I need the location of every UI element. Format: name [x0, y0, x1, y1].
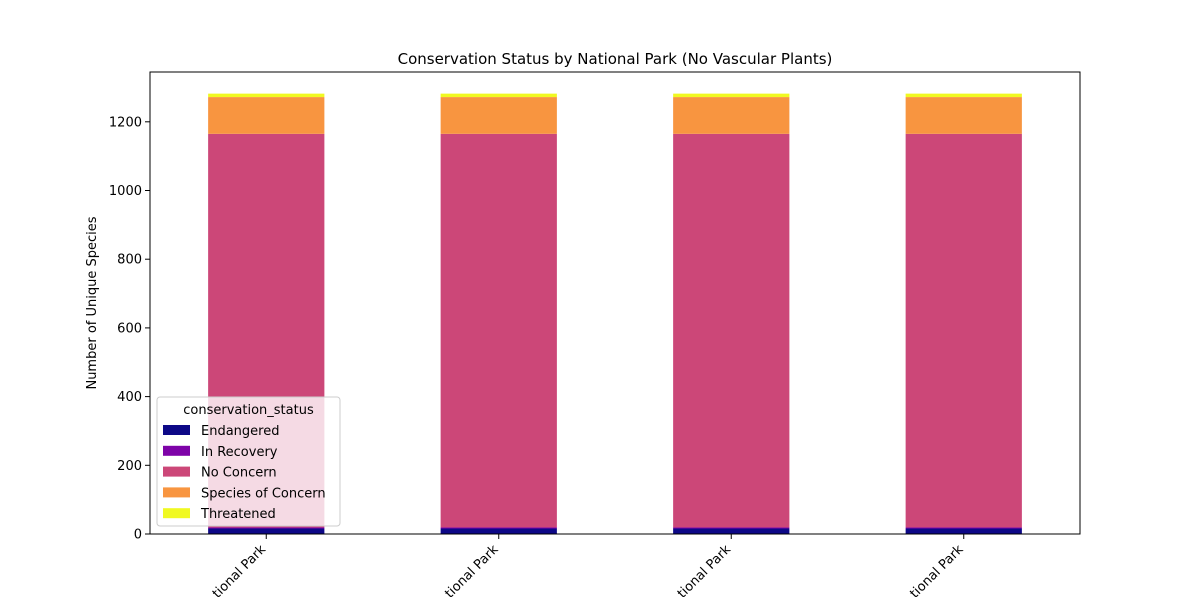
y-tick-label: 200	[117, 459, 142, 474]
y-axis-label: Number of Unique Species	[85, 216, 100, 389]
legend-swatch	[163, 508, 190, 519]
legend-label: In Recovery	[201, 445, 278, 460]
legend-label: Species of Concern	[201, 486, 326, 501]
bar-segment	[673, 528, 790, 534]
bar-segment	[905, 527, 1022, 529]
bar-segment	[905, 97, 1022, 134]
y-tick-label: 800	[117, 253, 142, 268]
bar-segment	[673, 527, 790, 529]
x-tick-label: tional Park	[442, 542, 502, 600]
x-tick-label: tional Park	[675, 542, 735, 600]
legend-box	[156, 396, 341, 527]
bar-segment	[440, 527, 557, 529]
bar-segment	[208, 528, 325, 534]
legend-swatch	[163, 425, 190, 435]
plot-frame	[149, 71, 1081, 535]
y-tick-label: 400	[117, 390, 142, 405]
y-tick-label: 1200	[109, 115, 142, 130]
legend: conservation_status Endangered In Recovery…	[156, 396, 341, 527]
legend-label: No Concern	[201, 466, 277, 481]
bar-segment	[208, 97, 325, 134]
bar-segment	[440, 93, 557, 98]
legend-title: conservation_status	[183, 403, 314, 418]
legend-swatch	[163, 445, 190, 456]
bar-segment	[440, 133, 557, 528]
legend-label: Threatened	[200, 507, 276, 522]
bar-segment	[905, 528, 1022, 534]
bar-segment	[208, 93, 325, 98]
legend-label: Endangered	[201, 424, 279, 439]
x-tick-label: tional Park	[907, 542, 967, 600]
bar-segment	[440, 528, 557, 534]
chart-title: Conservation Status by National Park (No…	[398, 50, 833, 68]
bar-segment	[440, 97, 557, 134]
bars-group	[208, 93, 1022, 534]
x-tick-label: tional Park	[210, 542, 270, 600]
y-tick-label: 1000	[109, 184, 142, 199]
bar-segment	[673, 97, 790, 134]
bar-segment	[905, 133, 1022, 528]
y-tick-label: 0	[134, 528, 142, 543]
legend-swatch	[163, 466, 190, 477]
bar-segment	[673, 93, 790, 98]
bar-segment	[905, 93, 1022, 98]
legend-swatch	[163, 487, 190, 498]
bar-segment	[673, 133, 790, 528]
y-tick-label: 600	[117, 321, 142, 336]
bar-segment	[208, 527, 325, 529]
